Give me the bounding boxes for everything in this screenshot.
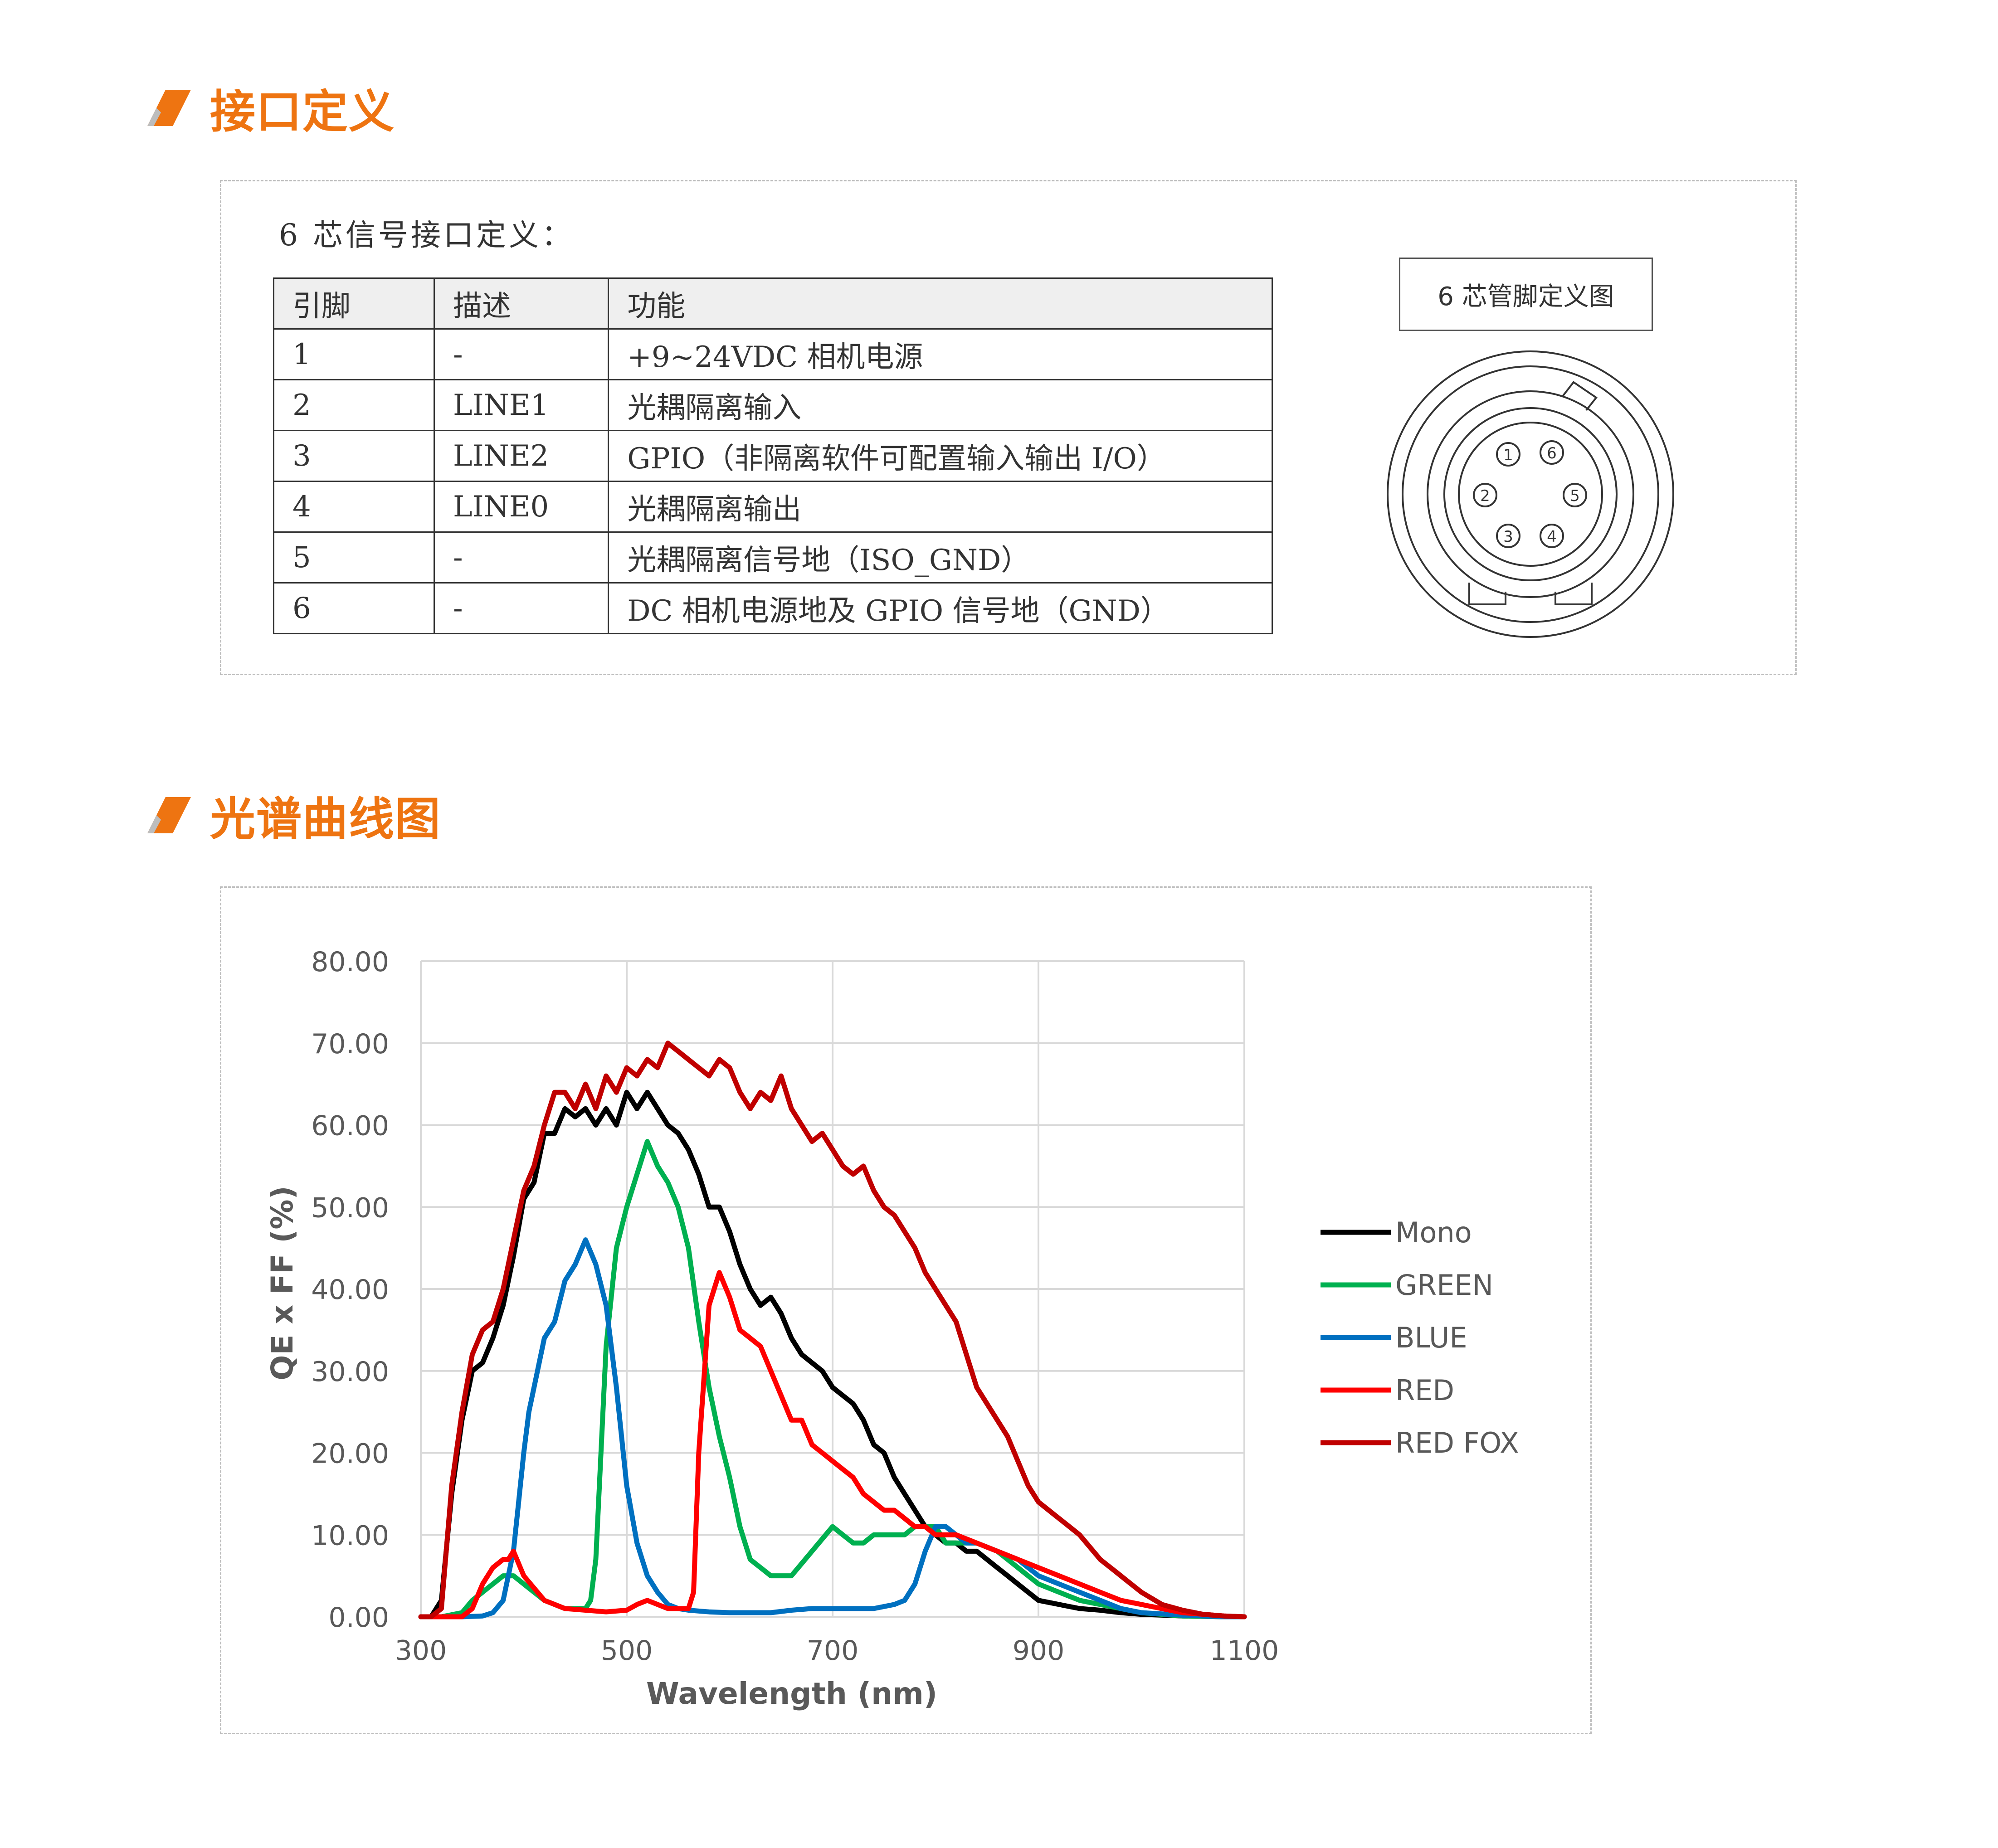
table-row: 1 - +9~24VDC 相机电源	[273, 328, 1273, 380]
description-cell: LINE1	[433, 379, 609, 431]
table-row: 5 - 光耦隔离信号地（ISO_GND）	[273, 531, 1273, 584]
pin-3: 3	[1496, 524, 1520, 548]
header-pin: 引脚	[273, 277, 435, 330]
interface-section-title: 接口定义	[147, 75, 395, 141]
y-tick-label: 70.00	[311, 1028, 389, 1060]
x-tick-label: 1100	[1210, 1635, 1279, 1667]
description-cell: -	[433, 328, 609, 380]
spectrum-section-title: 光谱曲线图	[147, 782, 441, 848]
y-tick-label: 0.00	[328, 1602, 389, 1634]
pin-number: 2	[1480, 487, 1490, 505]
table-row: 3 LINE2 GPIO（非隔离软件可配置输入输出 I/O）	[273, 430, 1273, 482]
interface-intro: 6 芯信号接口定义：	[279, 218, 574, 253]
spectrum-panel	[220, 886, 1592, 1734]
pin-1: 1	[1496, 442, 1520, 467]
chart-axes: 0.00 10.00 20.00 30.00 40.00 50.00 60.00 70.00 8…	[311, 946, 1279, 1667]
description-cell: LINE0	[433, 481, 609, 533]
y-tick-label: 10.00	[311, 1520, 389, 1551]
legend-label: RED	[1395, 1374, 1454, 1407]
pin-4: 4	[1540, 524, 1564, 548]
y-tick-label: 80.00	[311, 946, 389, 978]
pin-number: 3	[1503, 528, 1513, 546]
function-cell: +9~24VDC 相机电源	[608, 328, 1273, 380]
function-cell: DC 相机电源地及 GPIO 信号地（GND）	[608, 582, 1273, 634]
y-tick-label: 50.00	[311, 1192, 389, 1224]
pin-cell: 4	[273, 481, 435, 533]
chart-grid	[420, 960, 1245, 1618]
header-description: 描述	[433, 277, 609, 330]
slash-accent-icon	[147, 89, 191, 126]
y-tick-label: 30.00	[311, 1356, 389, 1388]
pin-cell: 2	[273, 379, 435, 431]
x-tick-label: 500	[601, 1635, 653, 1667]
x-tick-label: 300	[395, 1635, 447, 1667]
x-axis-label: Wavelength (nm)	[646, 1676, 937, 1711]
function-cell: 光耦隔离输出	[608, 481, 1273, 533]
y-tick-label: 40.00	[311, 1274, 389, 1306]
description-cell: -	[433, 531, 609, 584]
legend-label: RED FOX	[1395, 1426, 1519, 1459]
legend-label: BLUE	[1395, 1321, 1467, 1354]
connector-key-notch-bottom	[1468, 583, 1593, 605]
table-row: 2 LINE1 光耦隔离输入	[273, 379, 1273, 431]
section-title-text: 光谱曲线图	[210, 793, 441, 846]
x-tick-label: 700	[807, 1635, 859, 1667]
pin-2: 2	[1473, 483, 1497, 507]
table-row: 6 - DC 相机电源地及 GPIO 信号地（GND）	[273, 582, 1273, 634]
connector-pin-face	[1458, 422, 1603, 567]
pin-diagram-label: 6 芯管脚定义图	[1399, 258, 1653, 331]
header-function: 功能	[608, 277, 1273, 330]
chart-series	[418, 1041, 1247, 1619]
table-row: 4 LINE0 光耦隔离输出	[273, 481, 1273, 533]
pin-5: 5	[1563, 483, 1587, 507]
pin-number: 4	[1547, 528, 1557, 546]
y-tick-label: 60.00	[311, 1110, 389, 1142]
pin-number: 1	[1503, 446, 1513, 464]
connector-insert	[1443, 407, 1618, 581]
table-header-row: 引脚 描述 功能	[273, 277, 1273, 330]
pin-definition-table: 引脚 描述 功能 1 - +9~24VDC 相机电源 2 LINE1 光耦隔离输…	[273, 277, 1273, 634]
y-tick-label: 20.00	[311, 1438, 389, 1470]
connector-pinout-diagram: 1 6 2 5 3 4	[1387, 350, 1674, 638]
series-line-red	[418, 1270, 1247, 1619]
series-line-red-fox	[418, 1041, 1247, 1619]
chart-legend: Mono GREEN BLUE RED RED FOX	[1321, 1216, 1519, 1459]
pin-6: 6	[1540, 440, 1564, 465]
connector-key-ring	[1426, 390, 1635, 598]
description-cell: LINE2	[433, 430, 609, 482]
pin-cell: 6	[273, 582, 435, 634]
x-tick-label: 900	[1013, 1635, 1065, 1667]
connector-outer-ring	[1387, 350, 1674, 638]
legend-label: Mono	[1395, 1216, 1472, 1249]
series-line-mono	[418, 1089, 1247, 1619]
pin-cell: 3	[273, 430, 435, 482]
connector-outer-ring-inner	[1402, 365, 1659, 623]
slash-accent-icon	[147, 797, 191, 833]
section-title-text: 接口定义	[210, 85, 395, 138]
function-cell: 光耦隔离信号地（ISO_GND）	[608, 531, 1273, 584]
pin-number: 6	[1547, 444, 1557, 462]
function-cell: 光耦隔离输入	[608, 379, 1273, 431]
interface-panel	[220, 180, 1797, 675]
description-cell: -	[433, 582, 609, 634]
pin-cell: 5	[273, 531, 435, 584]
pin-number: 5	[1570, 487, 1580, 505]
connector-key-notch-top	[1561, 381, 1598, 411]
legend-label: GREEN	[1395, 1269, 1493, 1302]
function-cell: GPIO（非隔离软件可配置输入输出 I/O）	[608, 430, 1273, 482]
y-axis-label: QE x FF (%)	[265, 1186, 300, 1380]
pin-cell: 1	[273, 328, 435, 380]
